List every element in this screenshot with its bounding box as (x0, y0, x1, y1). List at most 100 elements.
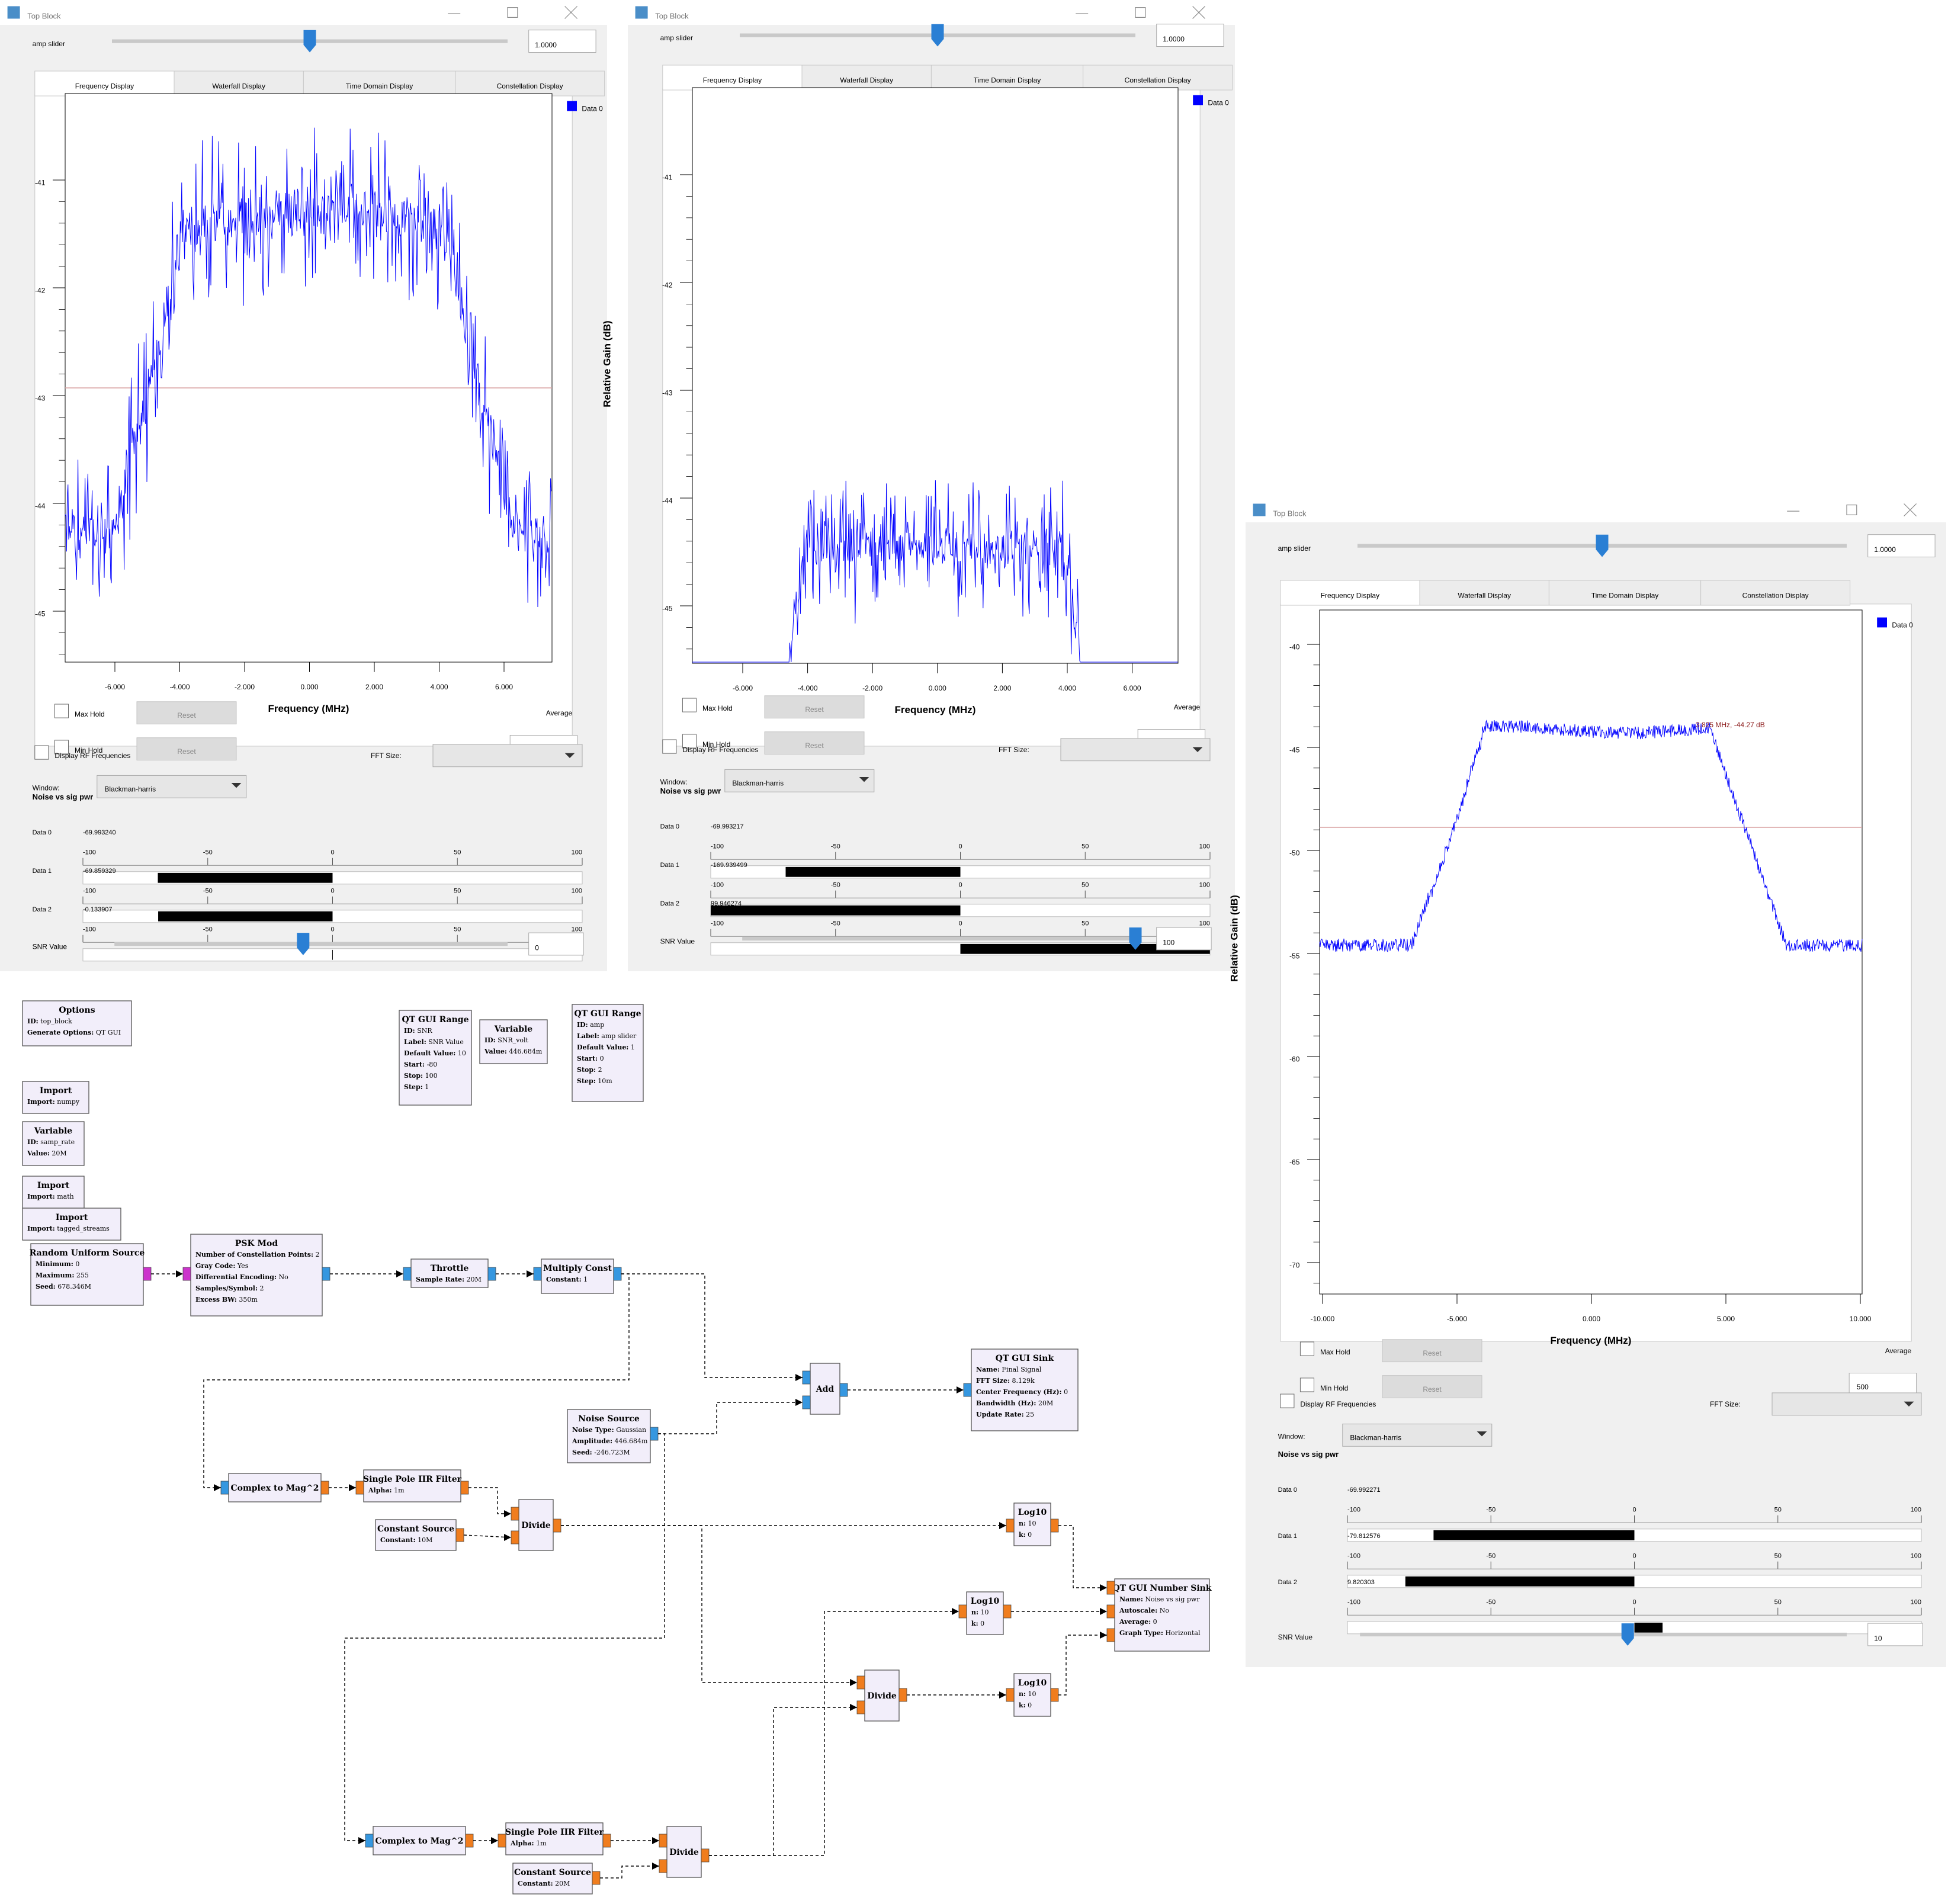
input-port[interactable] (403, 1267, 412, 1281)
tab-frequency-display[interactable] (1280, 580, 1420, 606)
block-body[interactable] (22, 1176, 85, 1209)
block-number-sink[interactable]: QT GUI Number Sink Name: Noise vs sig pwr… (1112, 1578, 1212, 1652)
max-hold-reset-button[interactable] (764, 695, 865, 719)
block-body[interactable] (479, 1019, 548, 1064)
snr-value-spinbox[interactable] (528, 932, 584, 956)
window-dropdown[interactable] (97, 775, 247, 798)
block-body[interactable] (966, 1591, 1004, 1635)
block-body[interactable] (410, 1258, 489, 1288)
input-port[interactable] (1006, 1518, 1015, 1533)
tab-time-domain-display[interactable] (1548, 580, 1702, 606)
block-random-source[interactable]: Random Uniform Source Minimum: 0 Maximum: … (30, 1243, 145, 1306)
input-port[interactable] (498, 1834, 506, 1848)
title-bar[interactable] (628, 0, 1235, 25)
block-body[interactable] (971, 1348, 1079, 1431)
block-divide-1[interactable]: Divide (518, 1499, 554, 1551)
tab-time-domain-display[interactable] (303, 70, 456, 97)
fft-size-dropdown[interactable] (1060, 738, 1211, 762)
block-body[interactable] (1013, 1502, 1051, 1546)
min-hold-reset-button[interactable] (1382, 1375, 1482, 1398)
block-import-math[interactable]: Import Import: math (22, 1176, 85, 1209)
input-port[interactable] (958, 1604, 967, 1619)
output-port[interactable] (1003, 1604, 1012, 1619)
block-const-2[interactable]: Constant Source Constant: 20M (512, 1863, 593, 1895)
min-hold-reset-button[interactable] (764, 731, 865, 754)
close-icon[interactable] (1192, 6, 1206, 19)
display-rf-checkbox[interactable] (1280, 1394, 1295, 1408)
output-port[interactable] (701, 1848, 710, 1863)
window-dropdown[interactable] (1342, 1423, 1493, 1447)
block-body[interactable] (505, 1822, 604, 1855)
amp-slider-handle[interactable] (1596, 534, 1609, 557)
input-port[interactable] (220, 1481, 229, 1495)
amp-value-spinbox[interactable] (1156, 24, 1224, 47)
output-port[interactable] (1050, 1688, 1059, 1702)
block-const-1[interactable]: Constant Source Constant: 10M (375, 1519, 457, 1551)
plot-area[interactable] (692, 87, 1179, 664)
snr-value-spinbox[interactable] (1156, 927, 1212, 951)
block-import-numpy[interactable]: Import Import: numpy (22, 1081, 89, 1114)
block-c2mag-1[interactable]: Complex to Mag^2 (228, 1473, 322, 1502)
min-hold-reset-button[interactable] (136, 737, 237, 760)
block-multiply-const[interactable]: Multiply Const Constant: 1 (541, 1258, 614, 1294)
block-body[interactable] (399, 1010, 472, 1106)
output-port[interactable] (553, 1518, 561, 1533)
block-body[interactable] (666, 1826, 702, 1878)
fft-size-dropdown[interactable] (1772, 1392, 1922, 1416)
max-hold-reset-button[interactable] (1382, 1339, 1482, 1363)
amp-slider-handle[interactable] (931, 24, 944, 47)
block-range-snr[interactable]: QT GUI Range ID: SNR Label: SNR Value Defau… (399, 1010, 472, 1106)
block-divide-3[interactable]: Divide (666, 1826, 702, 1878)
input-port[interactable] (856, 1675, 865, 1690)
output-port[interactable] (322, 1267, 330, 1281)
output-port[interactable] (839, 1383, 848, 1397)
input-port[interactable] (182, 1267, 191, 1281)
block-body[interactable] (228, 1473, 322, 1502)
block-body[interactable] (572, 1004, 644, 1102)
close-icon[interactable] (564, 6, 578, 19)
block-body[interactable] (22, 1121, 85, 1166)
max-hold-reset-button[interactable] (136, 701, 237, 725)
amp-slider-handle[interactable] (303, 30, 316, 53)
output-port[interactable] (613, 1267, 622, 1281)
output-port[interactable] (487, 1267, 496, 1281)
block-body[interactable] (22, 1208, 121, 1241)
output-port[interactable] (898, 1688, 907, 1702)
snr-slider-handle[interactable] (297, 933, 310, 955)
block-c2mag-2[interactable]: Complex to Mag^2 (373, 1826, 466, 1855)
block-body[interactable] (22, 1000, 132, 1046)
block-variable-snr[interactable]: Variable ID: SNR_volt Value: 446.684m (479, 1019, 548, 1064)
input-port[interactable] (802, 1395, 811, 1409)
block-body[interactable] (22, 1081, 89, 1114)
block-range-amp[interactable]: QT GUI Range ID: amp Label: amp slider Defa… (572, 1004, 644, 1102)
input-port[interactable] (856, 1700, 865, 1714)
block-body[interactable] (363, 1469, 461, 1502)
block-qt-sink[interactable]: QT GUI Sink Name: Final Signal FFT Size: 8… (971, 1348, 1079, 1431)
output-port[interactable] (602, 1834, 611, 1848)
tab-time-domain-display[interactable] (930, 65, 1084, 91)
output-port[interactable] (143, 1267, 152, 1281)
block-body[interactable] (190, 1234, 323, 1317)
input-port[interactable] (963, 1383, 972, 1397)
window-dropdown[interactable] (724, 769, 875, 792)
input-port[interactable] (1006, 1688, 1015, 1702)
block-body[interactable] (810, 1363, 840, 1415)
amp-value-spinbox[interactable] (1867, 534, 1936, 558)
title-bar[interactable] (0, 0, 607, 25)
average-spinbox[interactable] (1848, 1373, 1917, 1396)
block-variable-samp[interactable]: Variable ID: samp_rate Value: 20M (22, 1121, 85, 1166)
snr-value-spinbox[interactable] (1867, 1623, 1923, 1646)
title-bar[interactable] (1246, 497, 1946, 522)
max-hold-checkbox[interactable] (682, 698, 697, 712)
tab-waterfall-display[interactable] (174, 70, 304, 97)
restore-icon[interactable] (1846, 504, 1857, 515)
block-body[interactable] (567, 1409, 651, 1463)
close-icon[interactable] (1904, 503, 1917, 516)
min-hold-checkbox[interactable] (54, 740, 69, 754)
block-body[interactable] (30, 1243, 144, 1306)
input-port[interactable] (659, 1859, 667, 1873)
